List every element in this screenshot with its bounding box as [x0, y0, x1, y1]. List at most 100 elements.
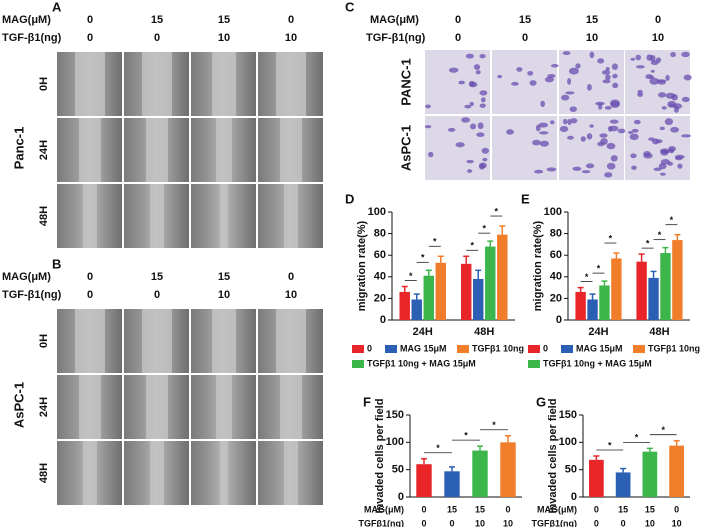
cell [469, 81, 478, 88]
row-label: MAG(μM) [2, 14, 51, 26]
cell [575, 63, 581, 69]
micrograph [425, 50, 490, 114]
legend-label: MAG 15μM [576, 343, 623, 353]
cell [597, 58, 605, 64]
cell-line: AsPC-1 [398, 125, 413, 171]
cell [612, 82, 619, 89]
bar [435, 262, 447, 320]
cell [479, 103, 486, 108]
cell [601, 70, 611, 75]
cell [643, 152, 653, 159]
cell [563, 118, 568, 125]
legend-label: 0 [367, 343, 372, 353]
cell [602, 79, 611, 84]
y-tick-label: 50 [392, 464, 404, 476]
cell [658, 162, 667, 170]
cell [609, 119, 619, 124]
time-label: 24H [38, 397, 50, 417]
cell [595, 101, 605, 106]
bar [636, 261, 647, 320]
wound-gap [83, 184, 97, 248]
cell [467, 169, 473, 173]
table-value: 15 [645, 504, 655, 514]
x-tick-label: 48H [649, 326, 669, 338]
dose-value: 15 [218, 14, 230, 26]
table-value: 15 [618, 504, 628, 514]
table-value: 0 [594, 518, 599, 527]
wound-gap [83, 441, 97, 505]
dose-value: 10 [285, 289, 297, 301]
cell [655, 139, 663, 144]
x-tick-label: 48H [474, 326, 494, 338]
bar [599, 285, 610, 320]
cell [606, 162, 616, 170]
cell [567, 78, 572, 85]
significance-star: * [609, 233, 613, 243]
cell [660, 159, 671, 165]
bar [589, 459, 604, 497]
micrograph [492, 50, 557, 114]
y-axis-title: Invaded cells per field [547, 399, 559, 514]
legend-swatch [385, 345, 397, 353]
cell [604, 172, 613, 178]
cell [428, 151, 434, 158]
table-value: 0 [421, 504, 426, 514]
dose-value: 0 [655, 14, 661, 26]
table-value: 0 [594, 504, 599, 514]
dose-value: 10 [285, 32, 297, 44]
cell [670, 126, 680, 133]
cell-line: PANC-1 [398, 58, 413, 105]
significance-star: * [495, 206, 499, 216]
cell [633, 119, 641, 125]
wound-gap [212, 52, 236, 116]
legend-label: TGFβ1 10ng + MAG 15μM [543, 358, 652, 368]
table-value: 10 [475, 518, 485, 527]
y-tick-label: 40 [374, 271, 386, 283]
cell [532, 139, 541, 146]
panel-label: F [363, 394, 371, 409]
y-tick-label: 0 [556, 314, 562, 326]
dose-value: 15 [218, 271, 230, 283]
cell [447, 127, 456, 132]
wound-gap [150, 184, 164, 248]
table-label: MAG(μM) [537, 504, 577, 514]
panel-label: A [52, 0, 62, 14]
dose-value: 0 [288, 14, 294, 26]
cell [465, 53, 474, 59]
cell [631, 165, 637, 170]
cell [479, 90, 488, 96]
wound-gap [284, 441, 298, 505]
panel-label: B [52, 256, 61, 271]
cell [572, 166, 582, 171]
significance-star: * [585, 272, 589, 282]
cell [665, 74, 670, 81]
cell [662, 150, 670, 154]
table-label: TGFβ1(ng) [532, 518, 577, 527]
cell [635, 54, 642, 61]
cell [648, 137, 655, 141]
cell [610, 99, 620, 107]
table-value: 0 [505, 504, 510, 514]
bar [672, 240, 683, 320]
y-axis-title: migration rate(%) [356, 220, 368, 311]
bar [669, 445, 684, 497]
cell [544, 76, 554, 83]
significance-star: * [421, 253, 425, 263]
cell [674, 154, 685, 159]
y-tick-label: 50 [565, 464, 577, 476]
cell [473, 64, 481, 70]
x-tick-label: 24H [588, 326, 608, 338]
dose-value: 0 [154, 32, 160, 44]
y-tick-label: 60 [550, 249, 562, 261]
legend-swatch [352, 345, 364, 353]
bar [587, 299, 598, 320]
cell [649, 77, 660, 85]
dose-value: 0 [154, 289, 160, 301]
legend-label: TGFβ1 10ng [648, 343, 700, 353]
significance-star: * [646, 238, 650, 248]
bar [399, 291, 410, 320]
y-tick-label: 100 [386, 436, 404, 448]
wound-gap [284, 184, 298, 248]
panel-label: G [536, 394, 546, 409]
